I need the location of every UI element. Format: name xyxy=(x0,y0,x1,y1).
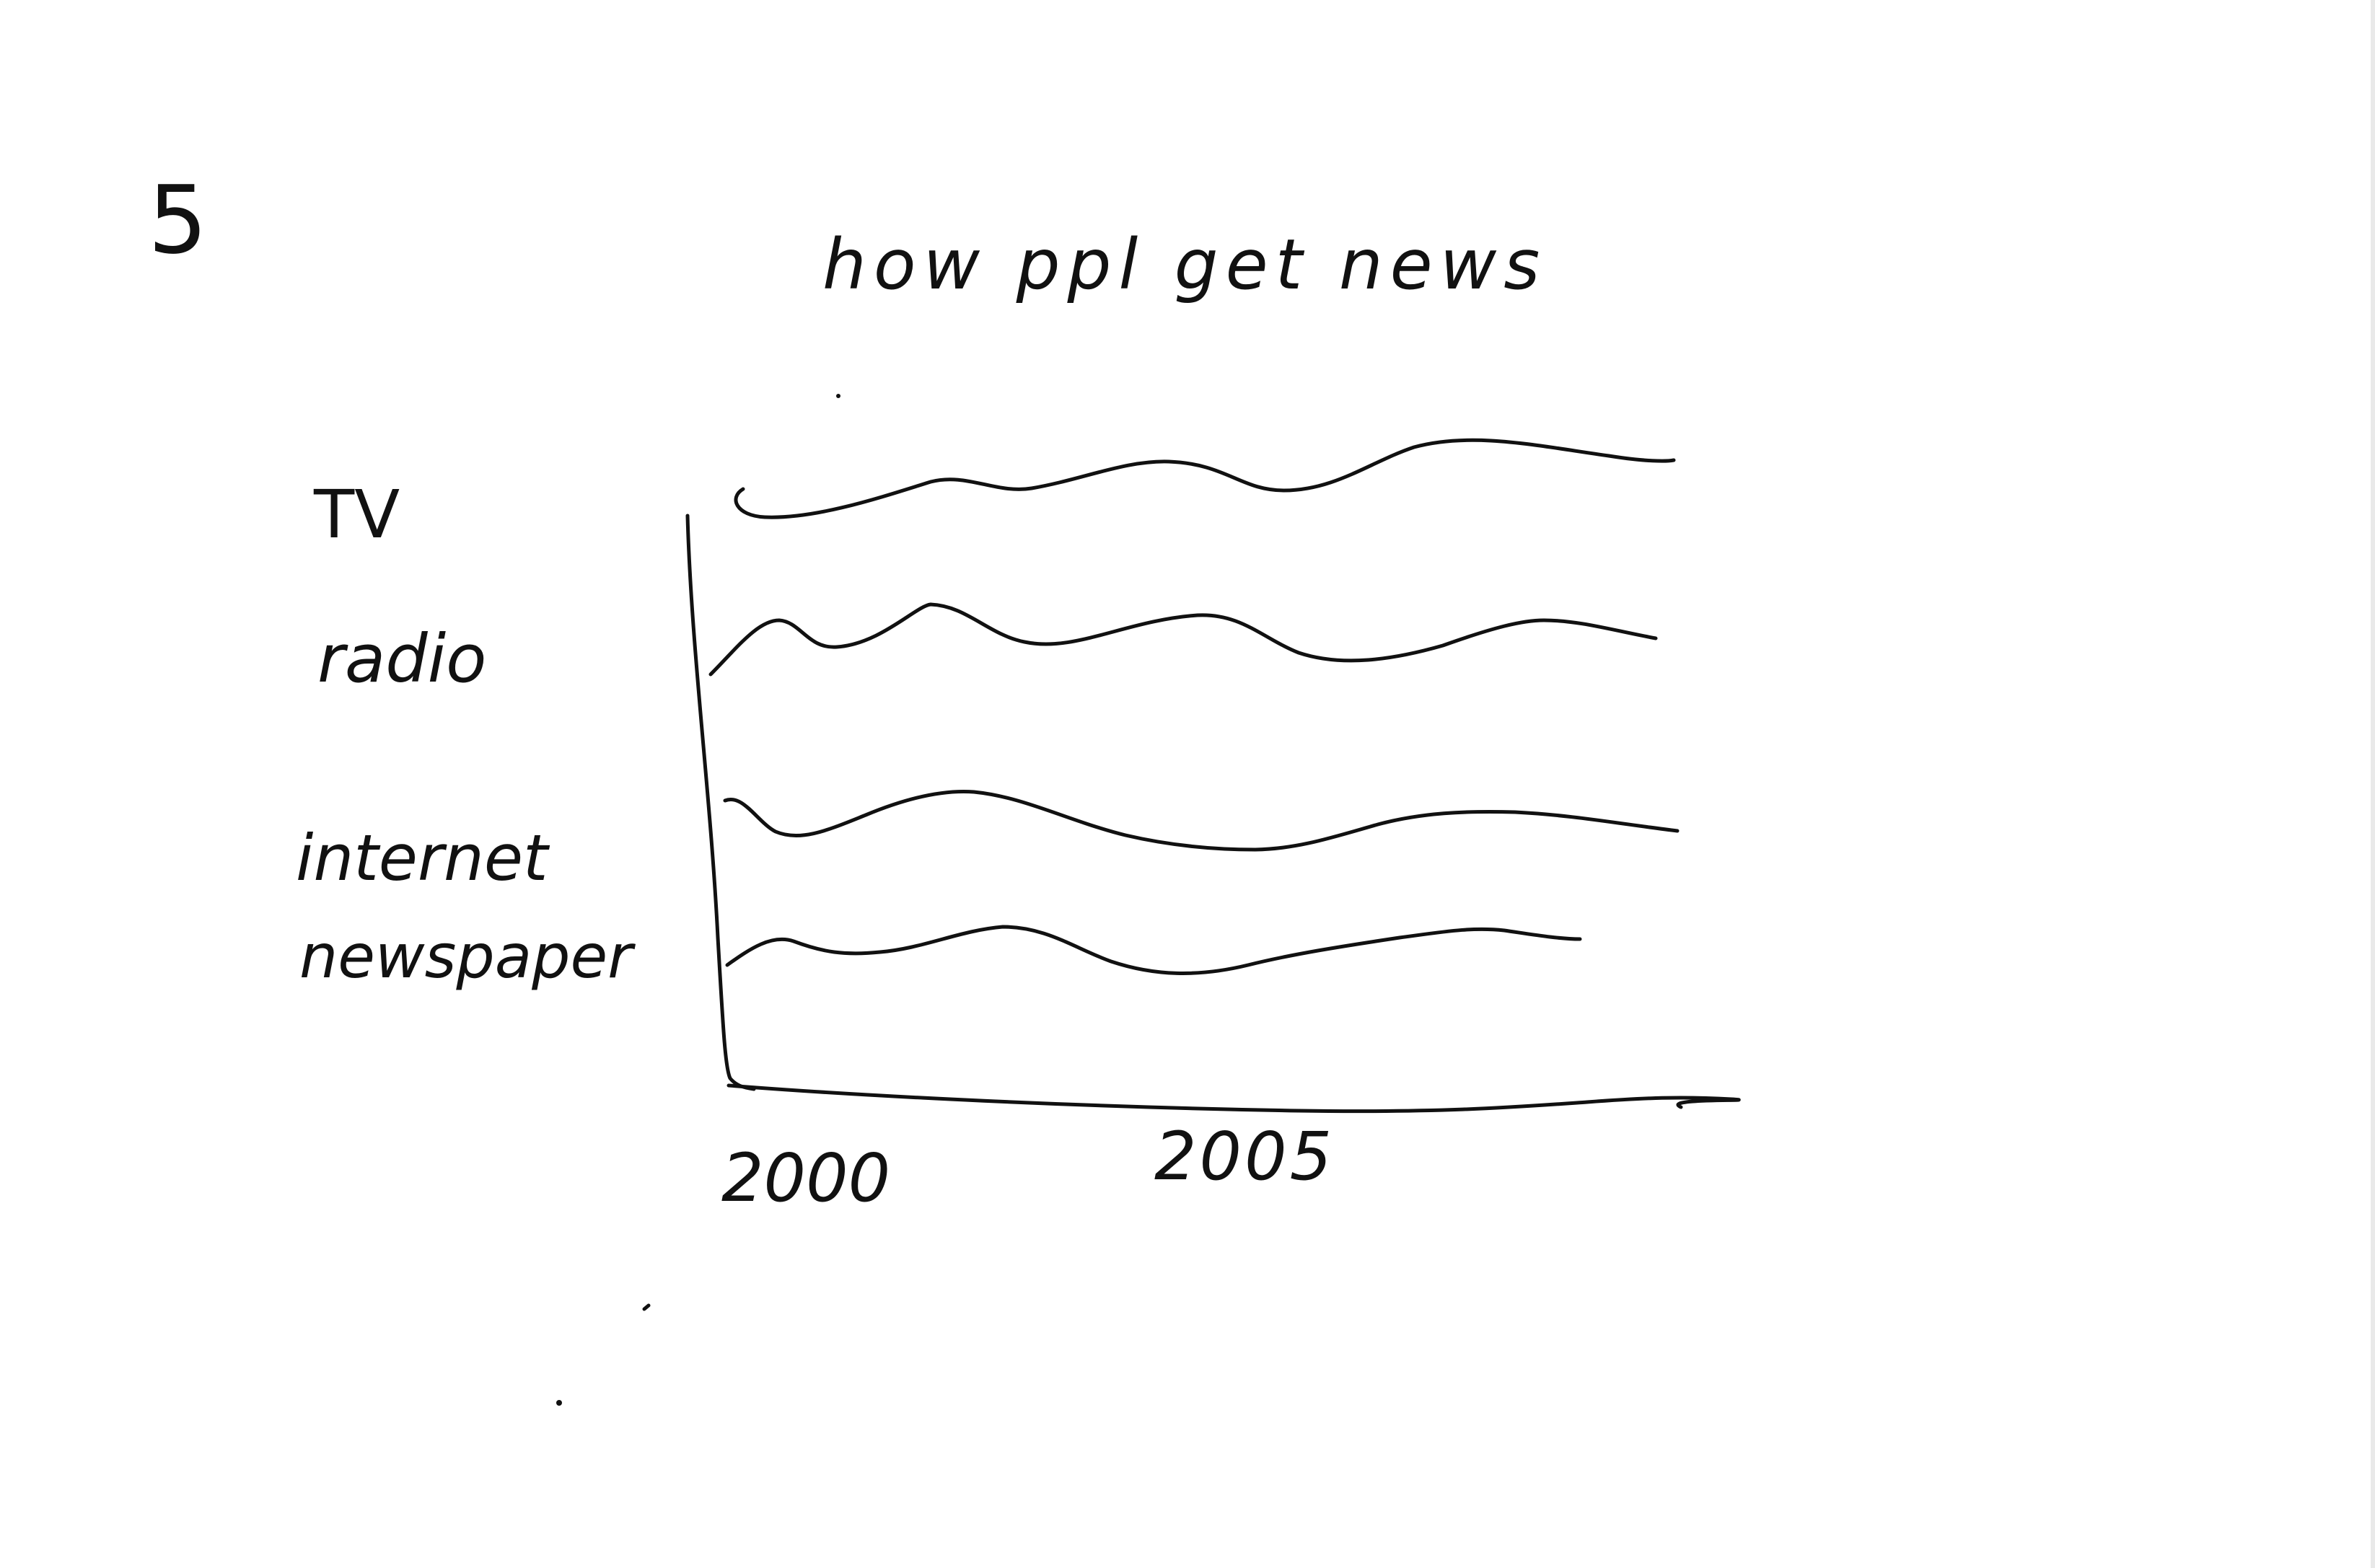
y-axis xyxy=(685,514,756,1091)
series-line-radio xyxy=(708,602,1658,677)
chart-title: how ppl get news xyxy=(822,224,1547,305)
ink-speck xyxy=(836,394,840,398)
ink-speck xyxy=(642,1303,651,1311)
x-axis xyxy=(726,1083,1741,1114)
series-line-newspaper xyxy=(725,925,1582,975)
x-tick-label-2000: 2000 xyxy=(721,1140,890,1217)
page-number: 5 xyxy=(148,165,208,275)
legend-label-tv: TV xyxy=(313,476,400,553)
series-line-internet xyxy=(723,790,1680,852)
paper-edge xyxy=(2371,0,2375,1568)
ink-speck xyxy=(556,1400,562,1406)
legend-label-newspaper: newspaper xyxy=(299,921,636,992)
legend-label-radio: radio xyxy=(317,620,486,697)
series-line-tv xyxy=(734,438,1676,519)
legend-label-internet: internet xyxy=(296,821,550,895)
x-tick-label-2005: 2005 xyxy=(1154,1118,1335,1195)
